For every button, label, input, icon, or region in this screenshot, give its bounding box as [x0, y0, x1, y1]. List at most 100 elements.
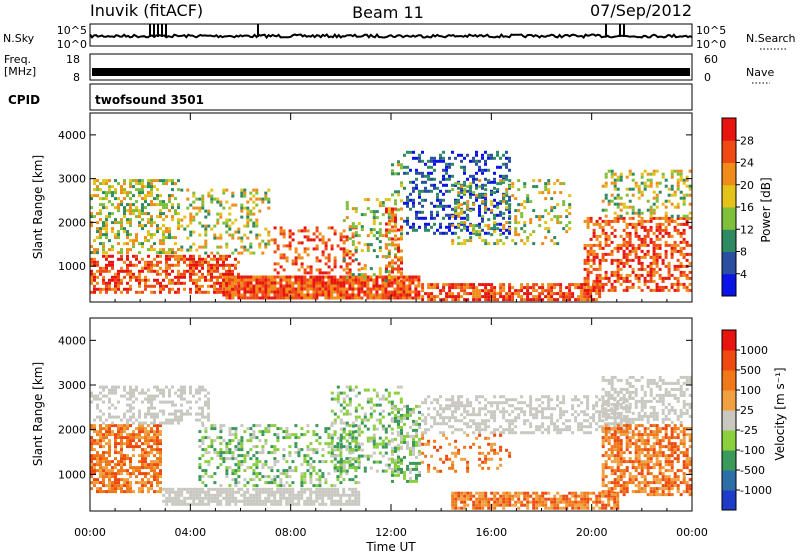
velocity-cell [117, 424, 120, 428]
velocity-cell [394, 416, 397, 420]
power-cell [366, 284, 370, 288]
power-cell [114, 218, 117, 222]
velocity-cell [249, 466, 253, 470]
velocity-cell [102, 427, 105, 431]
velocity-cell [165, 418, 168, 422]
power-cell [240, 278, 244, 282]
velocity-cell [168, 490, 172, 494]
velocity-cell [186, 412, 189, 416]
velocity-cell [249, 502, 253, 506]
velocity-cell [141, 388, 144, 392]
power-cell [240, 293, 244, 297]
power-cell [595, 243, 599, 247]
velocity-cell [93, 424, 96, 428]
power-cell [481, 194, 485, 198]
power-cell [406, 219, 409, 223]
power-cell [616, 243, 620, 247]
power-cell [538, 179, 542, 183]
power-cell [676, 276, 680, 280]
power-cell [201, 257, 204, 261]
power-cell [649, 279, 653, 283]
power-cell [643, 282, 647, 286]
power-cell [219, 284, 222, 288]
velocity-cell [93, 472, 96, 476]
velocity-cell [150, 394, 153, 398]
velocity-cell [300, 496, 304, 500]
power-cell [454, 183, 457, 187]
power-cell [433, 162, 436, 166]
power-cell [430, 189, 433, 193]
power-cell [637, 279, 641, 283]
velocity-cell [126, 454, 129, 458]
power-cell [598, 222, 602, 226]
power-cell [637, 196, 641, 200]
power-cell [348, 250, 352, 254]
velocity-cell [330, 484, 334, 488]
power-cell [460, 212, 464, 216]
velocity-cell [396, 430, 400, 434]
velocity-cell [177, 388, 180, 392]
power-cell [523, 206, 527, 210]
velocity-cell [348, 433, 352, 437]
power-cell [601, 282, 605, 286]
velocity-cell [330, 421, 334, 425]
power-cell [586, 216, 590, 220]
power-cell [306, 290, 310, 294]
velocity-cell [400, 431, 403, 435]
power-cell [171, 218, 174, 222]
velocity-cell [342, 493, 346, 497]
power-cell [682, 246, 686, 250]
velocity-cell [165, 502, 169, 506]
power-cell [354, 281, 358, 285]
power-cell [418, 225, 421, 229]
velocity-cell [153, 454, 156, 458]
power-cell [210, 278, 213, 282]
power-cell [345, 249, 349, 253]
velocity-cell [403, 404, 406, 408]
power-cell [394, 172, 397, 176]
velocity-cell [162, 412, 165, 416]
power-cell [387, 198, 391, 202]
power-cell [580, 295, 584, 299]
power-cell [324, 293, 328, 297]
power-cell [397, 163, 400, 167]
power-cell [156, 254, 159, 258]
power-cell [228, 254, 231, 258]
velocity-cell [267, 427, 271, 431]
velocity-cell [345, 424, 349, 428]
velocity-cell [102, 439, 105, 443]
power-cell [688, 193, 692, 197]
power-cell [472, 231, 475, 235]
power-cell [192, 269, 195, 273]
velocity-cell [108, 430, 111, 434]
power-colorbar-label-3: 16 [740, 201, 754, 214]
velocity-cell [309, 472, 313, 476]
power-cell [96, 227, 99, 231]
power-cell [267, 230, 271, 234]
velocity-cell [297, 451, 301, 455]
power-cell [397, 264, 400, 268]
power-cell [225, 245, 229, 249]
power-cell [475, 289, 479, 293]
power-cell [655, 205, 659, 209]
power-cell [532, 185, 536, 189]
power-cell [333, 287, 337, 291]
power-cell [168, 200, 171, 204]
velocity-cell [204, 430, 208, 434]
power-cell [610, 282, 614, 286]
power-cell [682, 202, 686, 206]
velocity-cell [394, 473, 397, 477]
power-cell [378, 231, 382, 235]
velocity-cell [400, 461, 403, 465]
power-cell [676, 285, 680, 289]
power-cell [387, 222, 391, 226]
velocity-cell [186, 400, 189, 404]
power-cell [228, 263, 231, 267]
power-cell [568, 295, 572, 299]
power-cell [400, 225, 403, 229]
power-cell [192, 263, 195, 267]
power-cell [670, 255, 674, 259]
velocity-cell [90, 400, 93, 404]
power-cell [297, 284, 301, 288]
velocity-cell [321, 496, 325, 500]
